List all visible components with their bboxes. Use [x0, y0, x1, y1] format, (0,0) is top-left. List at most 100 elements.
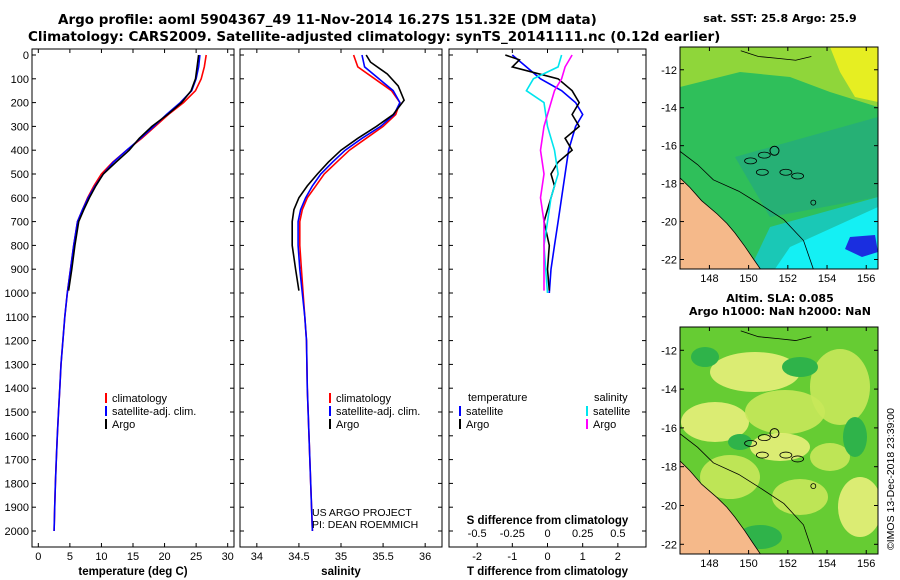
figure-title-line2: Climatology: CARS2009. Satellite-adjuste… — [28, 29, 721, 45]
legend-label: Argo — [466, 419, 489, 431]
reef-outline — [744, 157, 757, 165]
map-frame — [679, 46, 879, 270]
map-x-tick-label: 156 — [857, 273, 875, 285]
x-tick-label: 15 — [127, 551, 139, 563]
map-x-tick-label: 156 — [857, 558, 875, 570]
y-tick-label: 1700 — [5, 455, 29, 467]
sla-low — [691, 347, 719, 367]
x-tick-label: 10 — [95, 551, 107, 563]
y-tick-label: 1100 — [5, 312, 29, 324]
map-y-tick-label: -16 — [661, 141, 677, 153]
x-tick-label: 2 — [615, 551, 621, 563]
y-tick-label: 900 — [11, 264, 29, 276]
map-x-tick-label: 148 — [700, 558, 718, 570]
sst-warm-band — [680, 47, 878, 107]
map-x-tick-label: 152 — [779, 273, 797, 285]
y-tick-label: 1300 — [5, 359, 29, 371]
legend-label: satellite-adj. clim. — [112, 406, 196, 418]
y-tick-label: 1400 — [5, 383, 29, 395]
series-line-satellite-adj-clim- — [53, 54, 201, 532]
x-tick2-label: 0 — [544, 528, 550, 540]
sla-map-title-line2: Argo h1000: NaN h2000: NaN — [688, 305, 872, 318]
shelf-contour — [680, 151, 814, 269]
y-tick-label: 300 — [11, 121, 29, 133]
x-tick2-label: 0.25 — [572, 528, 593, 540]
legend-label: satellite — [593, 406, 630, 418]
reef-outline — [755, 451, 769, 459]
map-y-tick-label: -22 — [661, 539, 677, 551]
series-line-temperature-satellite — [511, 54, 584, 294]
sla-anomaly — [710, 352, 800, 392]
x-tick-label: 0 — [544, 551, 550, 563]
sla-low — [782, 357, 818, 377]
x-tick-label: 30 — [222, 551, 234, 563]
y-tick-label: 1200 — [5, 336, 29, 348]
map-y-tick-label: -14 — [661, 103, 677, 115]
australia-land — [680, 177, 761, 269]
sst-map: -12 -14 -16 -18 -20 -22 148 150 152 154 156 — [661, 46, 879, 285]
x-tick-label: 35 — [335, 551, 347, 563]
map-x-tick-label: 148 — [700, 273, 718, 285]
australia-land — [680, 460, 761, 554]
reef-outline — [810, 483, 817, 489]
x-axis-label: salinity — [321, 566, 361, 578]
y-tick-label: 1500 — [5, 407, 29, 419]
legend-label: satellite — [466, 406, 503, 418]
x-axis2-label: S difference from climatology — [467, 515, 629, 527]
sst-mid-band — [735, 117, 878, 217]
y-tick-label: 700 — [11, 217, 29, 229]
map-x-tick-label: 154 — [818, 558, 836, 570]
x-tick-label: 0 — [35, 551, 41, 563]
sla-anomaly — [750, 433, 810, 461]
x-tick-label: 36 — [419, 551, 431, 563]
y-tick-label: 200 — [11, 98, 29, 110]
y-tick-label: 500 — [11, 169, 29, 181]
sla-low — [728, 434, 752, 450]
legend-label: satellite-adj. clim. — [336, 406, 420, 418]
map-y-tick-label: -18 — [661, 179, 677, 191]
map-y-tick-label: -20 — [661, 217, 677, 229]
x-tick-label: 5 — [67, 551, 73, 563]
legend-header-salinity: salinity — [594, 392, 628, 404]
png-islands — [740, 330, 812, 341]
reef-outline — [791, 455, 805, 463]
x-tick2-label: 0.5 — [610, 528, 625, 540]
x-tick-label: 20 — [158, 551, 170, 563]
x-axis-label: T difference from climatology — [467, 566, 629, 578]
y-tick-label: 1000 — [5, 288, 29, 300]
reef-outline — [757, 434, 771, 441]
map-x-tick-label: 154 — [818, 273, 836, 285]
x-axis-label: temperature (deg C) — [78, 566, 187, 578]
x-tick-label: -2 — [472, 551, 482, 563]
reef-outline — [755, 168, 769, 176]
figure-title-line1: Argo profile: aoml 5904367_49 11-Nov-201… — [58, 12, 597, 28]
map-y-tick-label: -12 — [661, 345, 677, 357]
x-tick-label: 34 — [251, 551, 263, 563]
reef-outline — [779, 451, 793, 459]
sst-hot-patch — [830, 47, 878, 102]
series-line-climatology — [53, 54, 207, 532]
imos-credit: ©IMOS 13-Dec-2018 23:39:00 — [885, 408, 897, 550]
x-tick2-label: -0.25 — [500, 528, 525, 540]
sla-map: -12 -14 -16 -18 -20 -22 148 150 152 154 156 — [661, 326, 879, 570]
x-tick2-label: -0.5 — [468, 528, 487, 540]
series-line-salinity-argo — [539, 54, 573, 291]
x-tick-label: 25 — [190, 551, 202, 563]
x-tick-label: -1 — [507, 551, 517, 563]
reef-outline — [744, 440, 757, 447]
series-line-satellite-adj-clim- — [297, 54, 401, 532]
legend-header-temperature: temperature — [468, 392, 527, 404]
png-land — [742, 47, 758, 48]
sla-anomaly — [700, 455, 760, 499]
sst-map-title: sat. SST: 25.8 Argo: 25.9 — [703, 12, 857, 25]
x-tick-label: 35.5 — [372, 551, 393, 563]
map-frame — [679, 326, 879, 555]
y-tick-label: 800 — [11, 240, 29, 252]
reef-outline — [791, 172, 805, 180]
y-tick-label: 400 — [11, 145, 29, 157]
sla-anomaly — [772, 479, 828, 515]
y-tick-label: 1600 — [5, 431, 29, 443]
png-islands — [740, 50, 812, 61]
